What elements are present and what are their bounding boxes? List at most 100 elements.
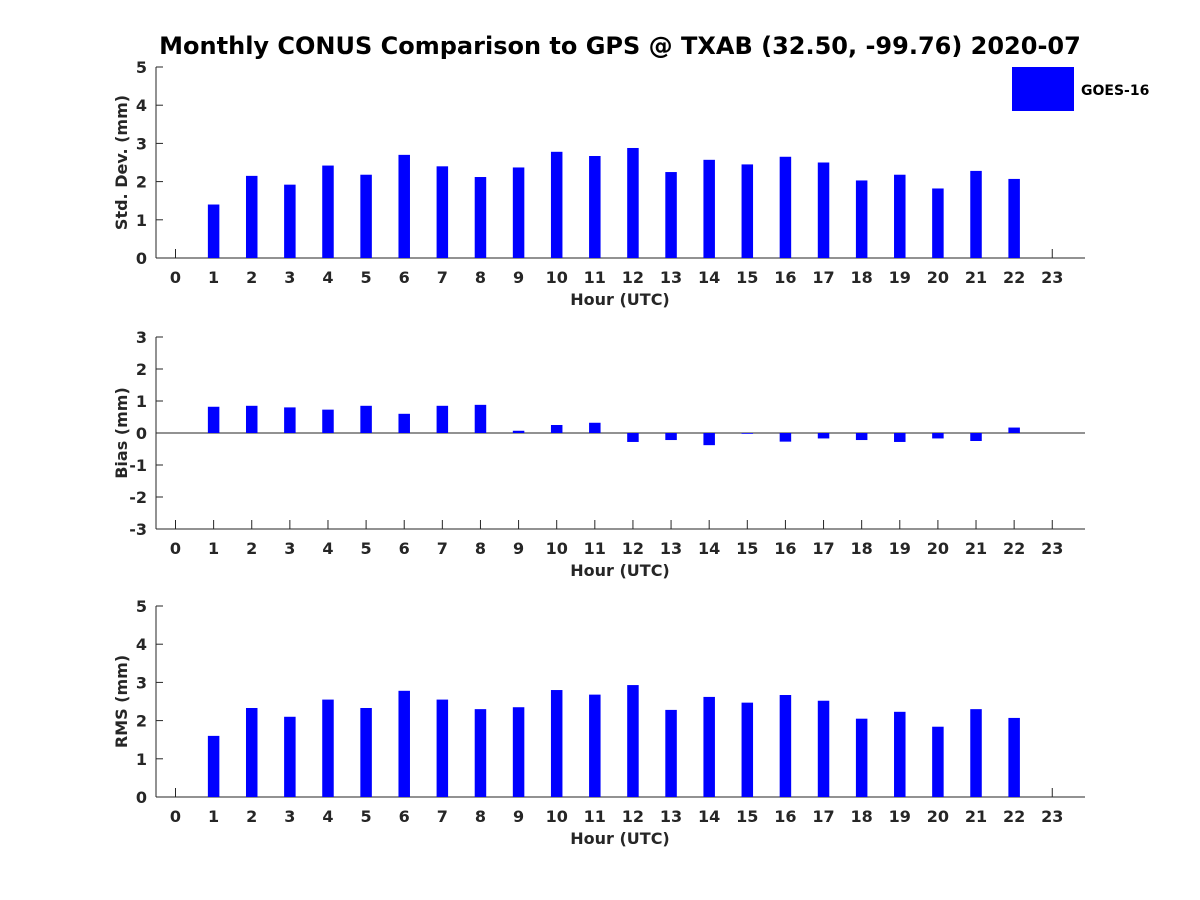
bar (436, 699, 449, 797)
y-tick-label: 2 (136, 712, 147, 731)
x-tick-label: 22 (1003, 268, 1025, 287)
x-tick-label: 21 (965, 807, 987, 826)
bar (360, 174, 372, 258)
bar (779, 156, 792, 258)
y-tick-label: -1 (129, 456, 147, 475)
bar (932, 433, 944, 439)
y-tick-label: 3 (136, 673, 147, 692)
y-tick-label: 5 (136, 58, 147, 77)
y-tick-label: 2 (136, 173, 147, 192)
bar (627, 147, 639, 258)
bar (741, 433, 754, 434)
bar (207, 735, 220, 797)
x-tick-label: 16 (774, 807, 796, 826)
x-tick-label: 8 (475, 807, 486, 826)
x-tick-label: 15 (736, 268, 758, 287)
x-tick-label: 11 (584, 539, 606, 558)
bar (284, 407, 296, 433)
y-tick-label: 1 (136, 392, 147, 411)
x-tick-label: 12 (622, 539, 644, 558)
bar (550, 151, 563, 258)
x-tick-label: 4 (322, 539, 333, 558)
x-tick-label: 17 (812, 268, 834, 287)
bar (779, 695, 792, 797)
y-tick-label: 5 (136, 597, 147, 616)
bar (932, 726, 944, 797)
bar (894, 711, 906, 797)
bar (1008, 178, 1020, 258)
bar (932, 188, 944, 258)
y-tick-label: 3 (136, 328, 147, 347)
bar (970, 170, 982, 258)
legend-swatch (1012, 67, 1074, 111)
x-tick-label: 9 (513, 807, 524, 826)
bar (817, 433, 830, 439)
x-tick-label: 4 (322, 268, 333, 287)
bar (589, 694, 601, 797)
bar (894, 174, 906, 258)
x-tick-label: 8 (475, 539, 486, 558)
x-tick-label: 3 (284, 268, 295, 287)
x-axis-label: Hour (UTC) (570, 829, 670, 848)
x-tick-label: 0 (170, 807, 181, 826)
x-tick-label: 7 (437, 539, 448, 558)
x-tick-label: 6 (399, 268, 410, 287)
x-tick-label: 14 (698, 268, 720, 287)
x-tick-label: 2 (246, 539, 257, 558)
bar (207, 204, 220, 258)
x-tick-label: 0 (170, 268, 181, 287)
x-tick-label: 17 (812, 539, 834, 558)
bar (817, 700, 830, 797)
legend-label: GOES-16 (1081, 83, 1149, 99)
bar (398, 413, 410, 433)
x-tick-label: 7 (437, 268, 448, 287)
bar (284, 716, 296, 797)
x-tick-label: 17 (812, 807, 834, 826)
y-axis-label: Bias (mm) (112, 387, 131, 479)
bar (474, 709, 487, 797)
bar (284, 184, 296, 258)
bar (550, 690, 563, 797)
y-tick-label: 4 (136, 635, 147, 654)
x-tick-label: 23 (1041, 807, 1063, 826)
y-tick-label: 4 (136, 96, 147, 115)
bar (245, 175, 258, 258)
bar (627, 433, 639, 442)
bar (207, 406, 220, 433)
x-tick-label: 11 (584, 268, 606, 287)
bar (360, 707, 372, 797)
bar (970, 433, 982, 441)
x-tick-label: 0 (170, 539, 181, 558)
x-tick-label: 20 (927, 268, 949, 287)
y-tick-label: 2 (136, 360, 147, 379)
x-tick-label: 3 (284, 807, 295, 826)
bar (436, 166, 449, 258)
y-tick-label: 3 (136, 134, 147, 153)
x-tick-label: 1 (208, 539, 219, 558)
x-tick-label: 13 (660, 539, 682, 558)
x-tick-label: 23 (1041, 268, 1063, 287)
x-tick-label: 18 (851, 268, 873, 287)
bar (360, 405, 372, 433)
bar (512, 430, 525, 433)
bar (1008, 427, 1020, 433)
bar (703, 433, 715, 446)
x-tick-label: 2 (246, 268, 257, 287)
bar (665, 433, 677, 441)
bar (855, 180, 868, 258)
bar (474, 177, 487, 258)
bar (741, 164, 754, 258)
bar (703, 696, 715, 797)
x-tick-label: 15 (736, 807, 758, 826)
y-tick-label: 0 (136, 424, 147, 443)
bar (398, 154, 410, 258)
bar (245, 707, 258, 797)
x-tick-label: 11 (584, 807, 606, 826)
bar (665, 709, 677, 797)
x-tick-label: 6 (399, 807, 410, 826)
bar (512, 707, 525, 797)
